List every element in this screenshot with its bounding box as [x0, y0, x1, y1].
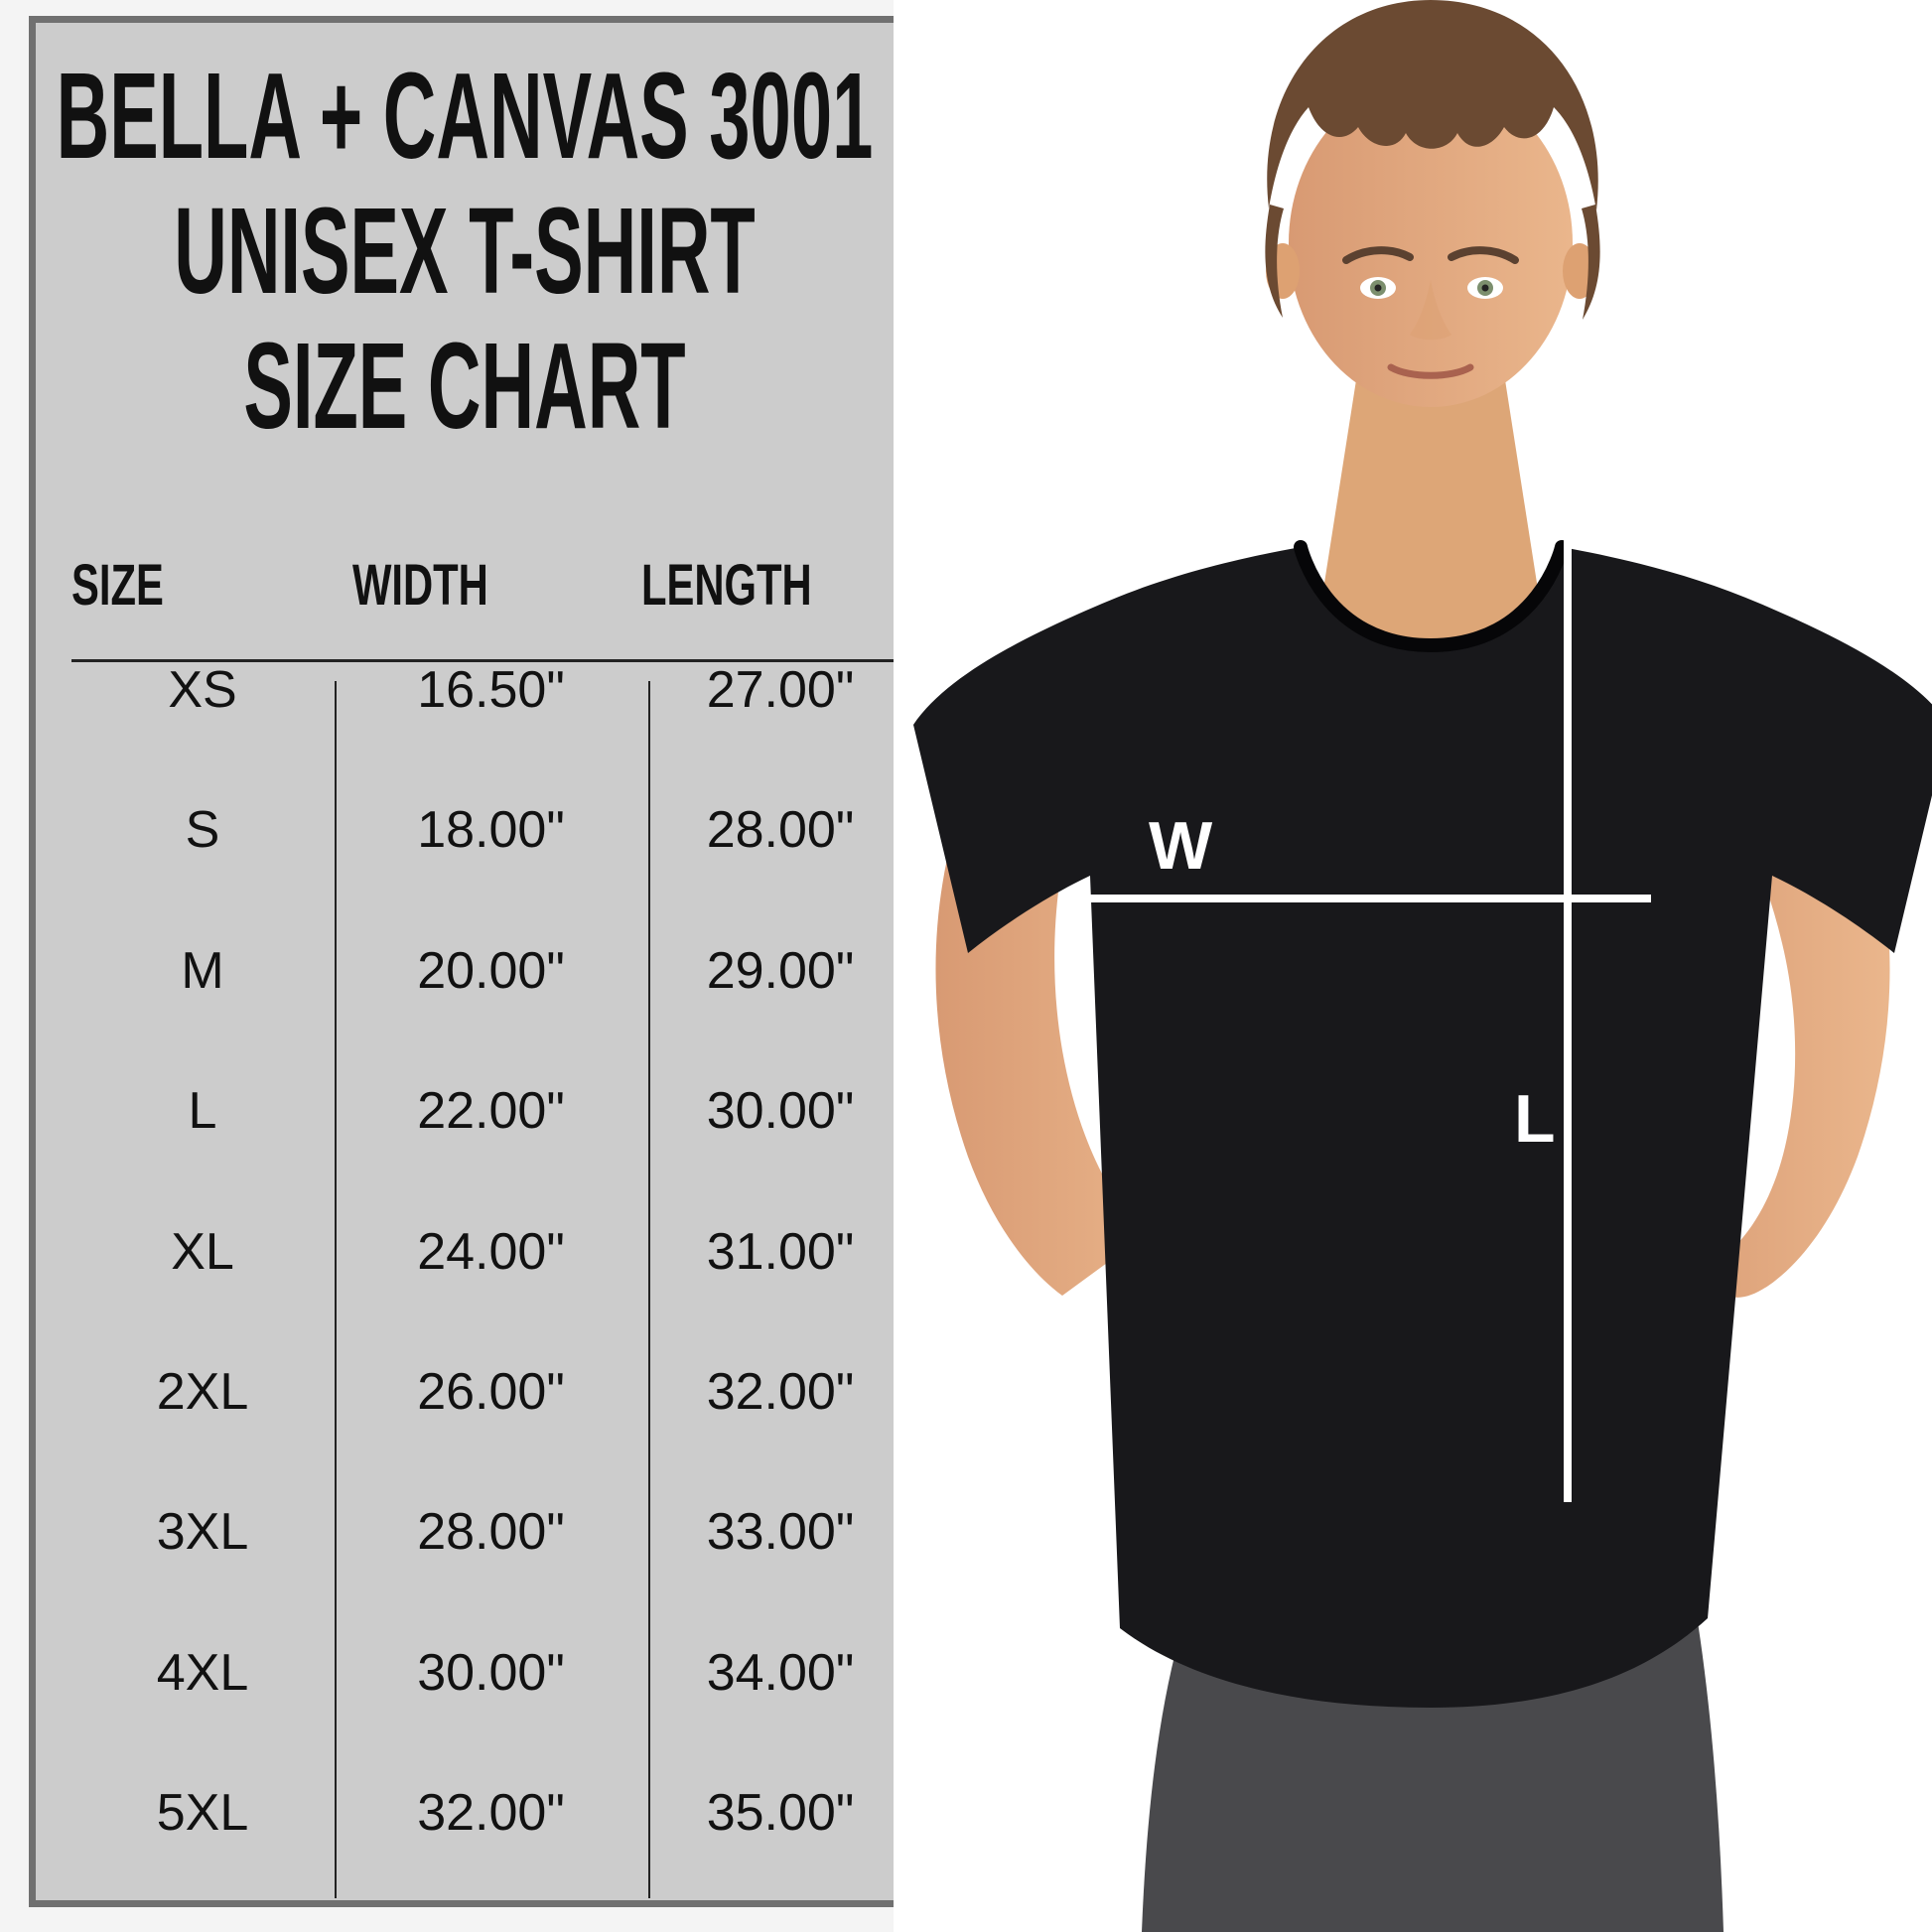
svg-text:W: W: [1149, 808, 1213, 884]
svg-text:L: L: [1514, 1081, 1556, 1157]
